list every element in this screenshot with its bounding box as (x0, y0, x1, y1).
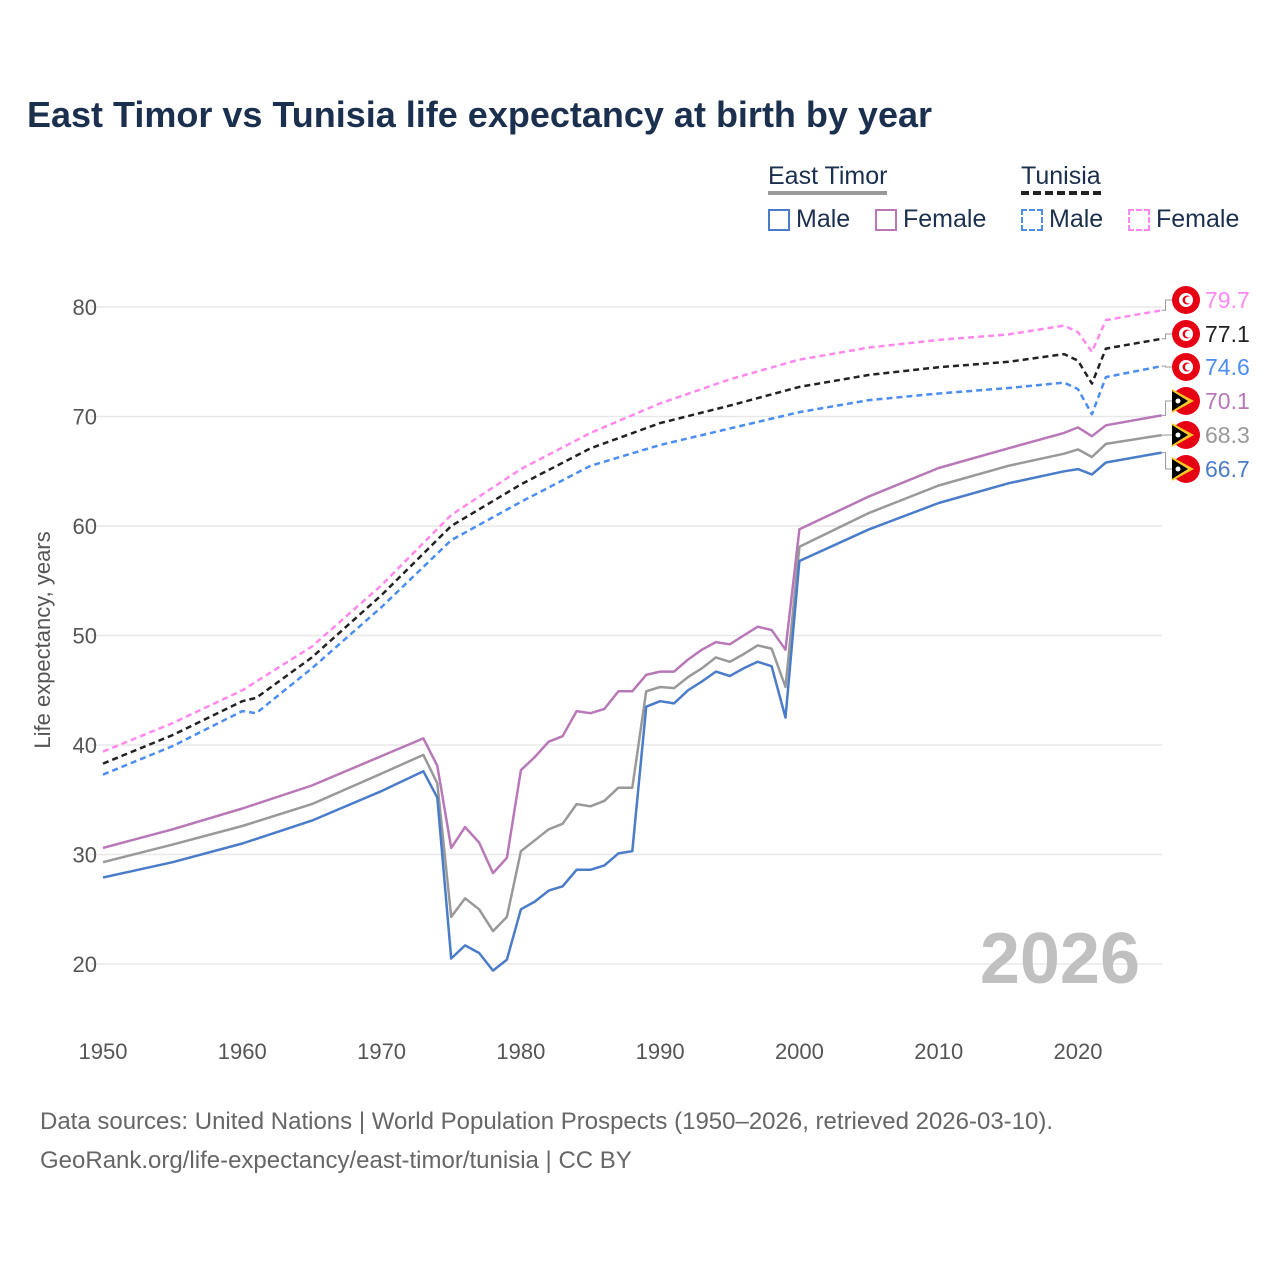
series-line-tunisia (102, 337, 1162, 765)
legend-tunisia: Tunisia (1021, 162, 1101, 195)
y-tick-label: 40 (73, 733, 97, 758)
east-timor-flag-icon (1172, 455, 1200, 483)
east-timor-flag-icon (1172, 387, 1200, 415)
flag-crescent (1185, 363, 1192, 371)
x-tick-label: 2020 (1054, 1039, 1103, 1064)
x-tick-label: 1980 (496, 1039, 545, 1064)
legend-tn-male[interactable]: Male (1021, 205, 1103, 234)
x-tick-label: 1990 (636, 1039, 685, 1064)
x-tick-label: 1950 (79, 1039, 128, 1064)
legend-swatch (1128, 208, 1150, 231)
flag-star (1175, 398, 1181, 404)
label-connector (1161, 400, 1172, 416)
series-line-east-timor-female (102, 414, 1162, 875)
y-tick-label: 60 (73, 514, 97, 539)
legend-label: Male (796, 205, 851, 233)
x-tick-label: 1970 (357, 1039, 406, 1064)
y-tick-label: 80 (73, 295, 97, 320)
flag-star (1175, 432, 1181, 438)
series-line-tunisia-male (102, 364, 1162, 776)
label-connector (1161, 452, 1172, 470)
y-tick-label: 50 (73, 624, 97, 649)
legend-swatch (768, 208, 790, 231)
series-line-tunisia-female (102, 309, 1162, 753)
end-value-label: 68.3 (1205, 422, 1250, 448)
chart-title: East Timor vs Tunisia life expectancy at… (27, 94, 933, 135)
east-timor-flag-icon (1172, 421, 1200, 449)
label-connector (1161, 299, 1172, 311)
flag-crescent (1185, 296, 1192, 304)
tunisia-flag-icon (1172, 320, 1200, 348)
label-connector (1161, 333, 1172, 340)
flag-crescent (1185, 330, 1192, 338)
footer-url[interactable]: GeoRank.org/life-expectancy/east-timor/t… (40, 1147, 632, 1174)
legend-label: Female (903, 205, 987, 233)
tunisia-flag-icon (1172, 286, 1200, 314)
series-line-east-timor-male (102, 451, 1162, 972)
legend-swatch (875, 208, 897, 231)
end-value-label: 70.1 (1205, 388, 1250, 414)
legend-east-timor: East Timor (768, 162, 888, 195)
x-tick-label: 1960 (218, 1039, 267, 1064)
label-connector (1161, 365, 1172, 368)
end-value-label: 66.7 (1205, 456, 1250, 482)
legend-swatch (1021, 208, 1043, 231)
legend-label: Female (1156, 205, 1240, 233)
legend-tn-female[interactable]: Female (1128, 205, 1239, 234)
legend-label: Male (1049, 205, 1104, 233)
y-tick-label: 30 (73, 843, 97, 868)
end-value-label: 79.7 (1205, 287, 1250, 313)
series-line-east-timor (102, 433, 1162, 933)
y-tick-label: 70 (73, 405, 97, 430)
y-axis-label: Life expectancy, years (30, 531, 55, 748)
x-tick-label: 2010 (914, 1039, 963, 1064)
y-tick-label: 20 (73, 952, 97, 977)
end-value-label: 77.1 (1205, 321, 1250, 347)
legend-et-male[interactable]: Male (768, 205, 850, 234)
footer-sources: Data sources: United Nations | World Pop… (40, 1108, 1054, 1135)
tunisia-flag-icon (1172, 353, 1200, 381)
x-tick-label: 2000 (775, 1039, 824, 1064)
legend-et-female[interactable]: Female (875, 205, 986, 234)
year-watermark: 2026 (980, 919, 1140, 999)
end-value-label: 74.6 (1205, 354, 1250, 380)
flag-star (1175, 466, 1181, 472)
